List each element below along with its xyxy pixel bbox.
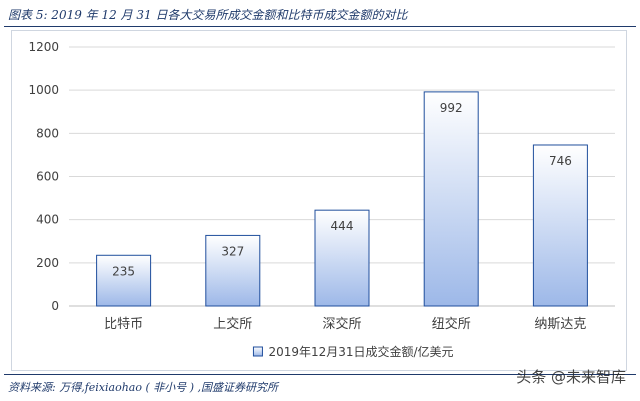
watermark: 头条 @未来智库 <box>516 368 626 386</box>
data-label: 992 <box>440 101 463 115</box>
bar <box>205 234 261 307</box>
bar-chart: 0 200 400 600 800 1000 1200 235 327 444 992 746 比特… <box>28 40 615 359</box>
legend: 2019年12月31日成交金额/亿美元 <box>252 344 454 359</box>
legend-label: 2019年12月31日成交金额/亿美元 <box>268 344 453 359</box>
x-tick-label: 深交所 <box>322 316 361 332</box>
source-note: 资料来源: 万得,feixiaohao ( 非小号 ) ,国盛证券研究所 <box>8 381 279 394</box>
legend-swatch <box>252 346 263 357</box>
y-tick-label: 0 <box>51 299 59 313</box>
y-tick-label: 1200 <box>28 40 59 54</box>
y-tick-label: 1000 <box>28 83 59 97</box>
y-tick-label: 200 <box>36 256 59 270</box>
source-divider <box>4 374 636 375</box>
bar <box>423 91 479 307</box>
y-tick-label: 600 <box>36 170 59 184</box>
bar <box>532 144 588 307</box>
bar <box>96 254 152 307</box>
x-axis-ticks: 比特币 上交所 深交所 纽交所 纳斯达克 <box>104 316 586 332</box>
chart-title: 图表 5: 2019 年 12 月 31 日各大交易所成交金额和比特币成交金额的… <box>8 8 408 22</box>
x-tick-label: 上交所 <box>213 316 252 332</box>
bars <box>96 91 588 307</box>
y-tick-label: 400 <box>36 213 59 227</box>
chart-frame: 0 200 400 600 800 1000 1200 235 327 444 992 746 比特… <box>11 30 627 371</box>
x-tick-label: 纽交所 <box>432 316 471 332</box>
data-label: 327 <box>221 244 244 258</box>
data-label: 746 <box>549 154 572 168</box>
data-label: 444 <box>331 219 354 233</box>
x-tick-label: 比特币 <box>104 317 143 332</box>
data-label: 235 <box>112 264 135 278</box>
data-labels: 235 327 444 992 746 <box>112 101 572 278</box>
bar <box>314 209 370 307</box>
y-tick-label: 800 <box>36 126 59 140</box>
x-tick-label: 纳斯达克 <box>534 317 586 332</box>
y-axis-ticks: 0 200 400 600 800 1000 1200 <box>28 40 59 313</box>
title-divider <box>4 26 636 27</box>
